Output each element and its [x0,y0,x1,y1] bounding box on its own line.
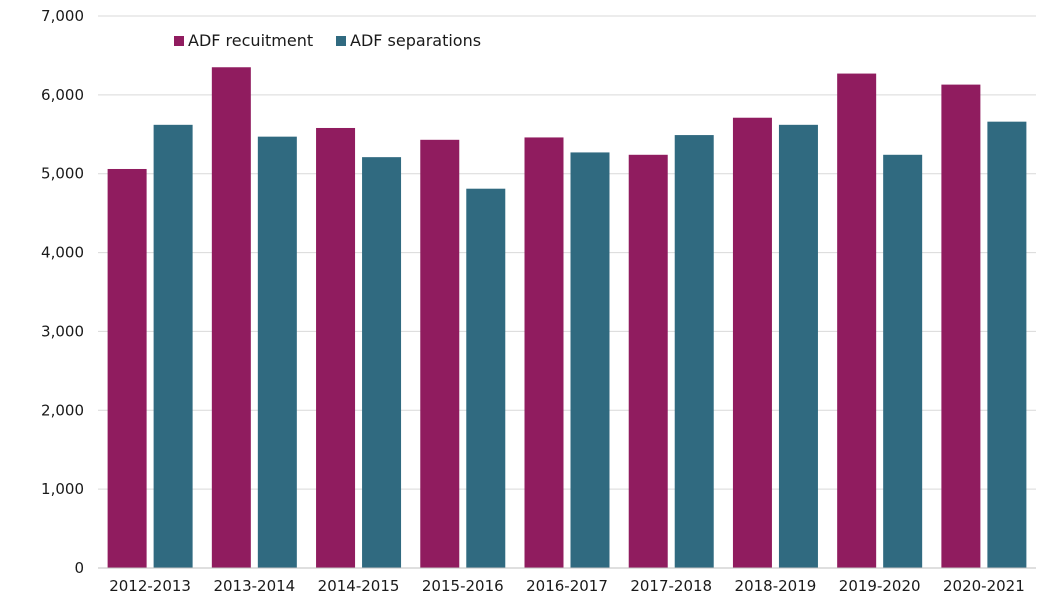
bars [107,67,1027,569]
bar [362,157,402,568]
y-tick-label: 5,000 [41,165,84,183]
legend-swatch [174,36,184,46]
bar [941,84,981,568]
y-tick-label: 6,000 [41,86,84,104]
bar [778,124,818,568]
bar [466,188,506,568]
bar [107,168,147,569]
bar [153,124,193,568]
gridlines [98,15,1036,490]
x-tick-label: 2017-2018 [630,577,712,595]
bar [257,136,297,568]
legend-swatch [336,36,346,46]
legend-label: ADF recuitment [188,31,313,50]
y-tick-label: 4,000 [41,244,84,262]
x-tick-label: 2020-2021 [943,577,1025,595]
x-tick-label: 2014-2015 [318,577,400,595]
y-tick-label: 1,000 [41,480,84,498]
x-tick-label: 2015-2016 [422,577,504,595]
bar [570,152,610,568]
bar [674,135,714,568]
axes: 0 1,000 2,000 3,000 4,000 5,000 6,000 7,000 2012… [41,7,1036,595]
y-tick-label: 3,000 [41,322,84,340]
bar [837,73,877,569]
x-tick-label: 2018-2019 [735,577,817,595]
bar [420,139,460,568]
y-tick-label: 7,000 [41,7,84,25]
legend: ADF recuitment ADF separations [174,31,481,50]
x-tick-label: 2013-2014 [213,577,295,595]
bar [883,154,923,568]
bar [211,67,251,568]
bar [732,117,772,569]
x-tick-label: 2019-2020 [839,577,921,595]
bar [316,127,356,568]
bar [987,121,1027,568]
x-tick-label: 2016-2017 [526,577,608,595]
bar [524,137,564,568]
bar [628,154,668,568]
y-tick-label: 2,000 [41,401,84,419]
y-tick-label: 0 [74,559,84,577]
legend-label: ADF separations [350,31,481,50]
x-tick-label: 2012-2013 [109,577,191,595]
